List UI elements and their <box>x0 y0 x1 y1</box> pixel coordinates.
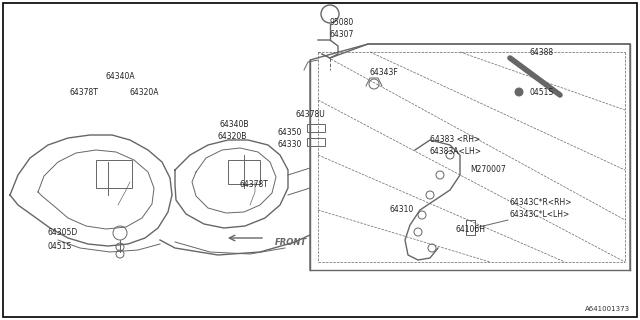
Text: 64340A: 64340A <box>105 72 134 81</box>
Text: 64340B: 64340B <box>220 120 250 129</box>
Text: 0451S: 0451S <box>530 88 554 97</box>
Bar <box>96 160 132 188</box>
Text: 64307: 64307 <box>330 30 355 39</box>
Text: 64305D: 64305D <box>48 228 78 237</box>
Text: 64343F: 64343F <box>370 68 399 77</box>
Text: 64320A: 64320A <box>130 88 159 97</box>
Text: FRONT: FRONT <box>275 238 307 247</box>
Text: 64378T: 64378T <box>240 180 269 189</box>
Text: 64343C*L<LH>: 64343C*L<LH> <box>510 210 570 219</box>
Text: 64330: 64330 <box>278 140 302 149</box>
Text: 64388: 64388 <box>530 48 554 57</box>
Text: 64378U: 64378U <box>295 110 324 119</box>
Circle shape <box>515 88 523 96</box>
Text: 64378T: 64378T <box>70 88 99 97</box>
Text: 64350: 64350 <box>278 128 302 137</box>
Text: 95080: 95080 <box>330 18 355 27</box>
Text: 0451S: 0451S <box>48 242 72 251</box>
Text: A641001373: A641001373 <box>585 306 630 312</box>
Text: M270007: M270007 <box>470 165 506 174</box>
Text: 64383A<LH>: 64383A<LH> <box>430 147 482 156</box>
Bar <box>228 160 260 184</box>
Text: 64320B: 64320B <box>218 132 248 141</box>
Text: 64310: 64310 <box>390 205 414 214</box>
Text: 64343C*R<RH>: 64343C*R<RH> <box>510 198 573 207</box>
Bar <box>307 138 325 146</box>
Text: 64106H: 64106H <box>455 225 485 234</box>
Text: 64383 <RH>: 64383 <RH> <box>430 135 480 144</box>
Bar <box>307 124 325 132</box>
